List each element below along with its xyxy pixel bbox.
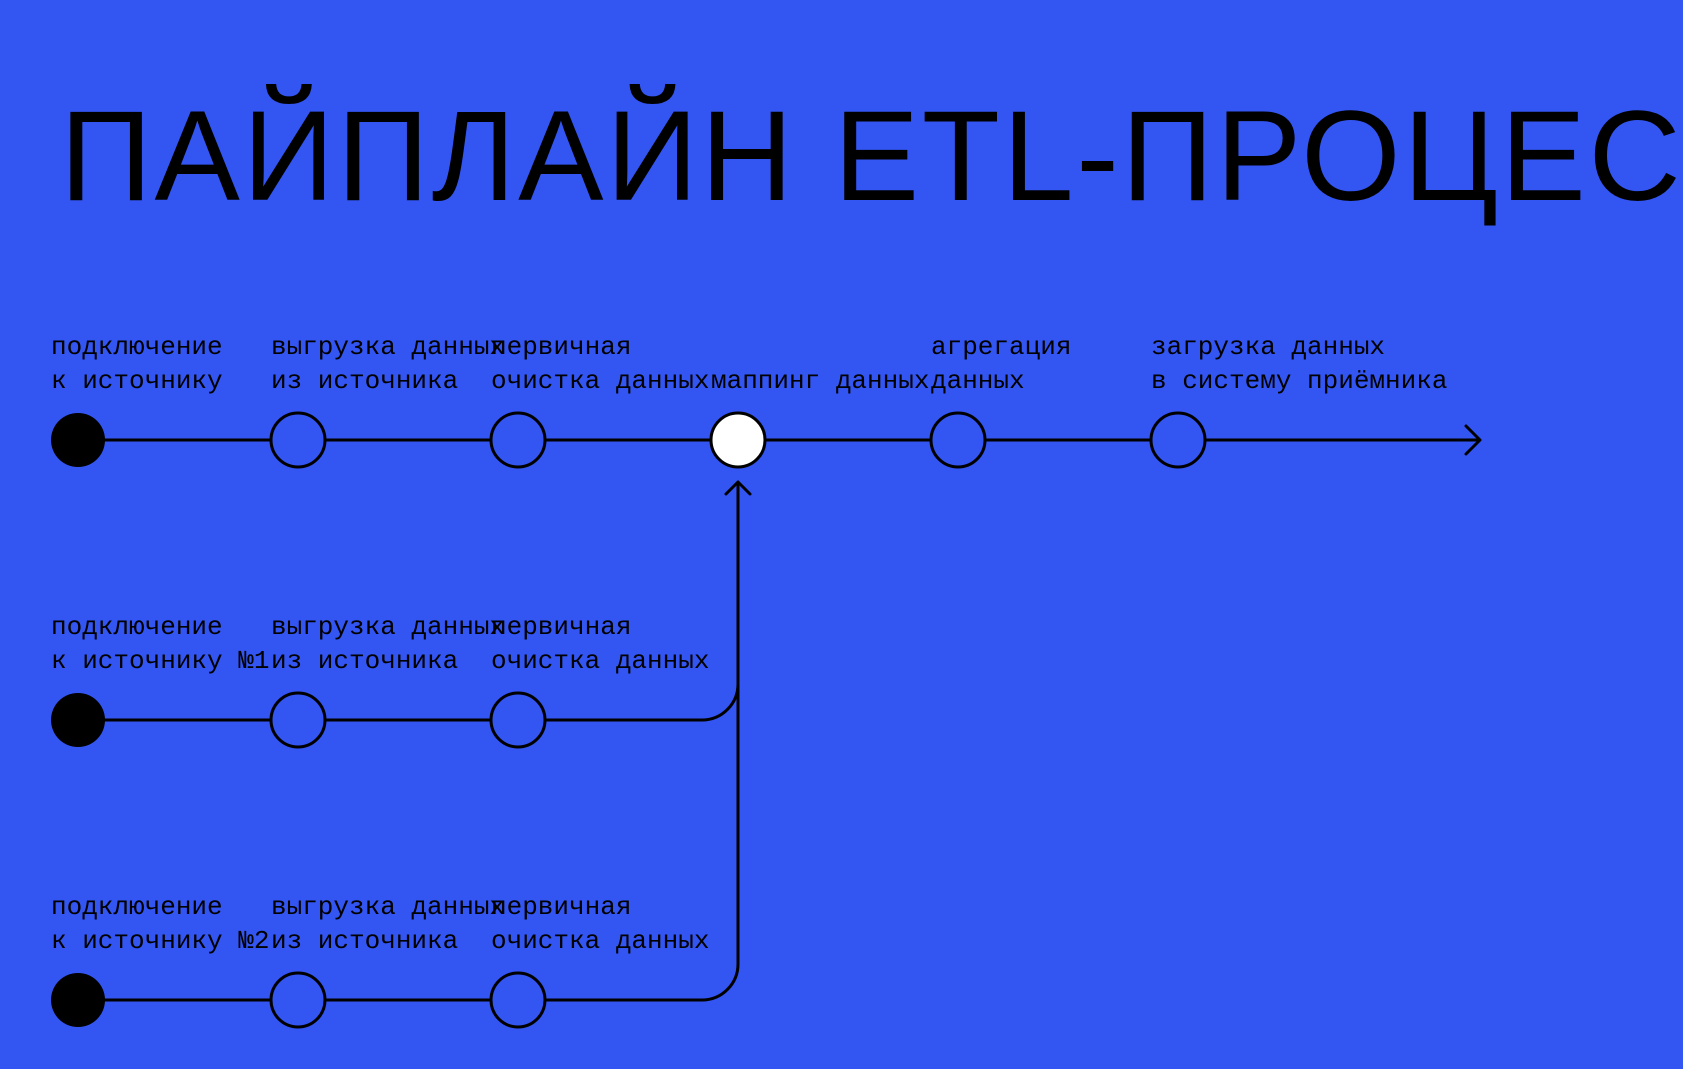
node-1-0 <box>51 693 105 747</box>
node-0-4 <box>931 413 985 467</box>
diagram-svg: подключениек источникувыгрузка данныхиз … <box>0 0 1683 1069</box>
title-layer: ПАЙПЛАЙН ETL-ПРОЦЕССА <box>60 84 1683 228</box>
node-0-5 <box>1151 413 1205 467</box>
node-2-0 <box>51 973 105 1027</box>
node-2-2 <box>491 973 545 1027</box>
node-0-1 <box>271 413 325 467</box>
node-0-0 <box>51 413 105 467</box>
page-title: ПАЙПЛАЙН ETL-ПРОЦЕССА <box>60 84 1683 228</box>
node-2-1 <box>271 973 325 1027</box>
node-0-2 <box>491 413 545 467</box>
node-1-1 <box>271 693 325 747</box>
node-1-2 <box>491 693 545 747</box>
diagram-stage: подключениек источникувыгрузка данныхиз … <box>0 0 1683 1069</box>
node-0-3-label: маппинг данных <box>711 366 929 396</box>
node-0-3 <box>711 413 765 467</box>
